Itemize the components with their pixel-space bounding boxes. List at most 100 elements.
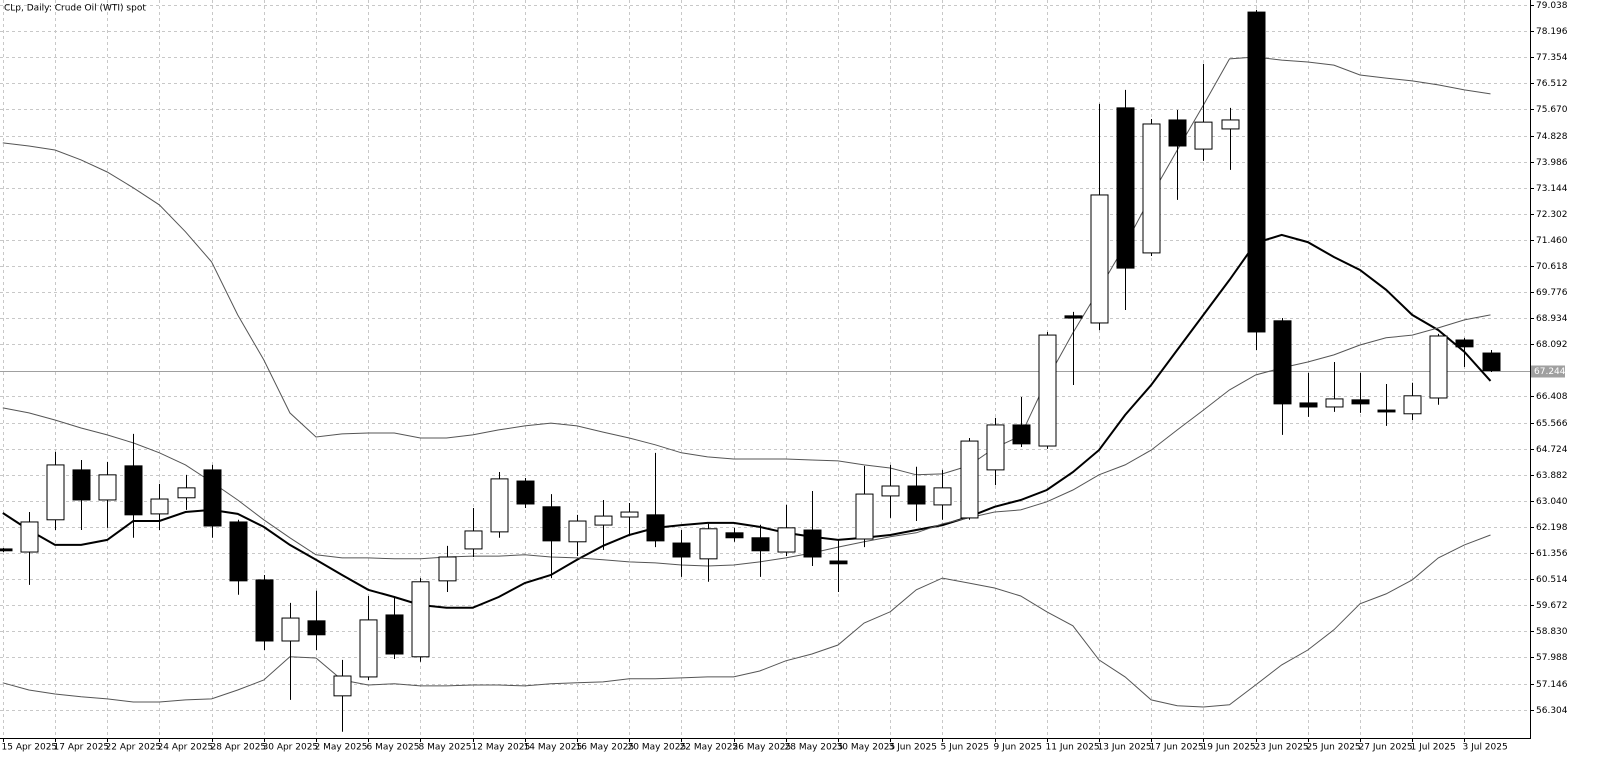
x-tick-label: 23 Jun 2025 [1255,743,1309,753]
x-tick-label: 11 Jun 2025 [1046,743,1100,753]
candle-body [986,424,1005,471]
candle-body [98,474,117,501]
candle-body [46,464,65,521]
candle-body [255,579,274,642]
x-tick-label: 24 Apr 2025 [158,743,214,753]
x-tick-label: 3 Jun 2025 [889,743,937,753]
candle-body [1142,123,1161,254]
indicator-line [2,534,1491,708]
candle-body [1299,402,1318,408]
candle-body [1455,339,1474,348]
candle-body [490,478,509,533]
candle-body [516,480,535,505]
indicator-line [2,56,1491,476]
y-tick-label: 78.196 [1536,27,1568,37]
candle-body [1377,409,1396,413]
candle-body [881,485,900,497]
candle-body [177,487,196,499]
x-tick-label: 17 Apr 2025 [54,743,110,753]
y-tick-label: 75.670 [1536,105,1568,115]
candle-body [1168,119,1187,147]
y-tick-label: 69.776 [1536,288,1568,298]
y-tick-label: 63.040 [1536,497,1568,507]
y-tick-label: 64.724 [1536,445,1568,455]
candle-body [1064,315,1083,319]
x-tick-label: 3 Jul 2025 [1463,743,1508,753]
candle-body [620,511,639,518]
candle-body [699,528,718,560]
indicator-lines [2,56,1492,708]
candle-body [907,485,926,505]
candle-body [203,469,222,527]
y-tick-label: 60.514 [1536,575,1568,585]
y-tick-label: 79.038 [1536,1,1568,11]
x-tick-label: 1 Jul 2025 [1411,743,1456,753]
candle-body [568,520,587,543]
candle-body [855,493,874,540]
y-tick-label: 77.354 [1536,53,1568,63]
x-tick-label: 5 Jun 2025 [941,743,989,753]
x-tick-label: 12 May 2025 [472,743,531,753]
candle-body [646,514,665,542]
x-tick-label: 25 Jun 2025 [1307,743,1361,753]
axes: 79.038 78.196 77.354 76.512 75.670 74.828 73.9… [0,0,1568,753]
candle-body [359,619,378,678]
y-tick-label: 65.566 [1536,419,1568,429]
x-tick-label: 30 May 2025 [837,743,896,753]
candle-body [1403,395,1422,415]
x-tick-label: 17 Jun 2025 [1150,743,1204,753]
y-tick-label: 66.408 [1536,392,1568,402]
candle-body [150,498,169,515]
y-tick-label: 56.304 [1536,706,1568,716]
x-tick-label: 30 Apr 2025 [263,743,319,753]
x-tick-label: 2 May 2025 [315,743,368,753]
candle-body [72,469,91,501]
x-tick-label: 28 May 2025 [785,743,844,753]
x-tick-label: 14 May 2025 [524,743,583,753]
candle-body [1482,352,1501,372]
candle-body [803,529,822,558]
candle-body [751,537,770,552]
candle-body [777,527,796,553]
candle-body [725,532,744,539]
candle-body [960,440,979,519]
x-tick-label: 20 May 2025 [628,743,687,753]
candle-body [1090,194,1109,324]
y-tick-label: 58.830 [1536,627,1568,637]
y-tick-label: 59.672 [1536,601,1568,611]
candle-body [594,515,613,526]
x-tick-label: 9 Jun 2025 [994,743,1042,753]
candle-body [438,556,457,582]
candle-body [333,675,352,697]
candle-body [1325,398,1344,408]
candle-body [307,620,326,636]
candle-body [385,614,404,655]
y-tick-label: 61.356 [1536,549,1568,559]
candle-body [20,521,39,553]
x-tick-label: 15 Apr 2025 [2,743,58,753]
x-tick-label: 28 Apr 2025 [211,743,267,753]
x-tick-label: 6 May 2025 [367,743,420,753]
candle-body [1116,107,1135,269]
candle-body [411,581,430,658]
y-tick-label: 76.512 [1536,79,1568,89]
candles [0,9,1501,732]
y-tick-label: 70.618 [1536,262,1568,272]
y-tick-label: 62.198 [1536,523,1568,533]
candle-body [1221,119,1240,130]
candle-body [1194,121,1213,150]
x-tick-label: 22 May 2025 [680,743,739,753]
y-tick-label: 68.934 [1536,314,1568,324]
candle-body [829,560,848,565]
y-tick-label: 73.986 [1536,158,1568,168]
candle-body [281,617,300,642]
candle-body [542,506,561,542]
chart-title: CLp, Daily: Crude Oil (WTI) spot [4,4,146,14]
candle-body [1038,334,1057,447]
last-price-label: 67.244 [1534,367,1566,377]
indicator-line [2,233,1492,609]
y-tick-label: 74.828 [1536,132,1568,142]
y-tick-label: 68.092 [1536,340,1568,350]
candle-body [933,487,952,506]
